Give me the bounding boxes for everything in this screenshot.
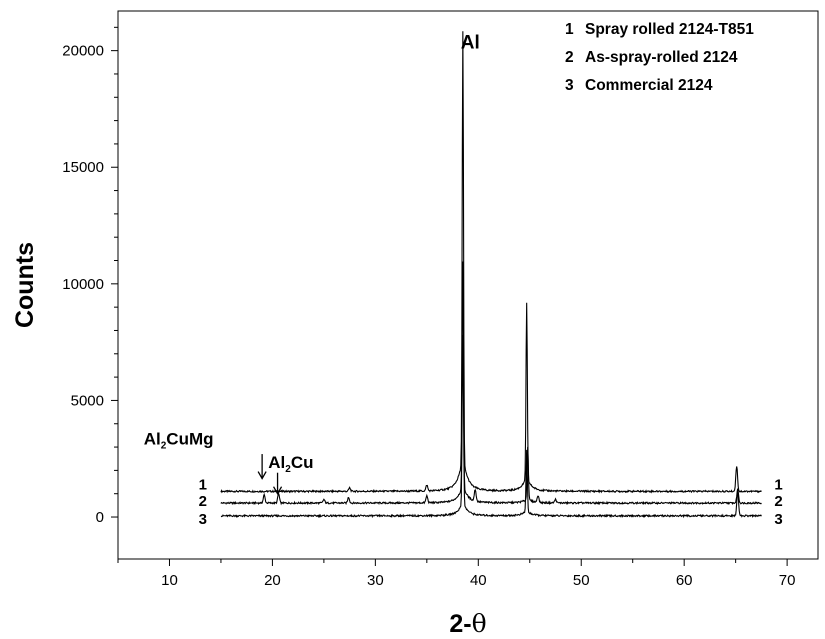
x-axis-title-prefix: 2- [449,610,471,638]
phase-arrow-head [257,471,267,480]
y-tick-label: 15000 [62,159,104,176]
series-label-left: 1 [199,476,207,493]
plot-frame [117,10,819,560]
series-layer: 1 12 23 3 [199,31,783,528]
y-tick-label: 10000 [62,276,104,293]
x-tick-label: 70 [779,572,796,589]
annotation-layer: Al Al2CuMg Al2Cu [144,32,480,496]
legend-entry-label: As-spray-rolled 2124 [585,49,738,66]
legend-entry-number: 3 [565,77,574,94]
peak-annotation: Al2CuMg [144,430,214,452]
legend-entry-number: 1 [565,21,574,38]
peak-annotation: Al [461,32,480,53]
series-label-right: 1 [774,476,782,493]
x-tick-label: 10 [161,572,178,589]
series-label-right: 3 [774,511,782,528]
x-tick-label: 60 [676,572,693,589]
series-1-line [220,31,762,494]
legend-entry-number: 2 [565,49,574,66]
series-2-line [220,261,762,506]
legend: 1 Spray rolled 2124-T851 2 As-spray-rolled … [565,21,754,94]
ticks-layer: 10 20 30 40 50 60 70 0 5000 10000 15000 20000 [62,26,796,589]
x-tick-label: 40 [470,572,487,589]
y-tick-label: 5000 [71,392,104,409]
x-axis-title-symbol: θ [472,609,487,638]
y-tick-label: 0 [96,509,104,526]
legend-entry-label: Commercial 2124 [585,77,713,94]
series-label-right: 2 [774,493,782,510]
legend-entry-label: Spray rolled 2124-T851 [585,21,754,38]
x-tick-label: 30 [367,572,384,589]
y-axis-title: Counts [11,242,39,328]
series-3-line [220,334,762,519]
series-label-left: 3 [199,511,207,528]
peak-annotation: Al2Cu [268,453,313,475]
phase-arrow-head [272,486,283,496]
x-tick-label: 20 [264,572,281,589]
y-tick-label: 20000 [62,43,104,60]
x-axis-title: 2-θ [449,609,486,638]
series-label-left: 2 [199,493,207,510]
x-tick-label: 50 [573,572,590,589]
